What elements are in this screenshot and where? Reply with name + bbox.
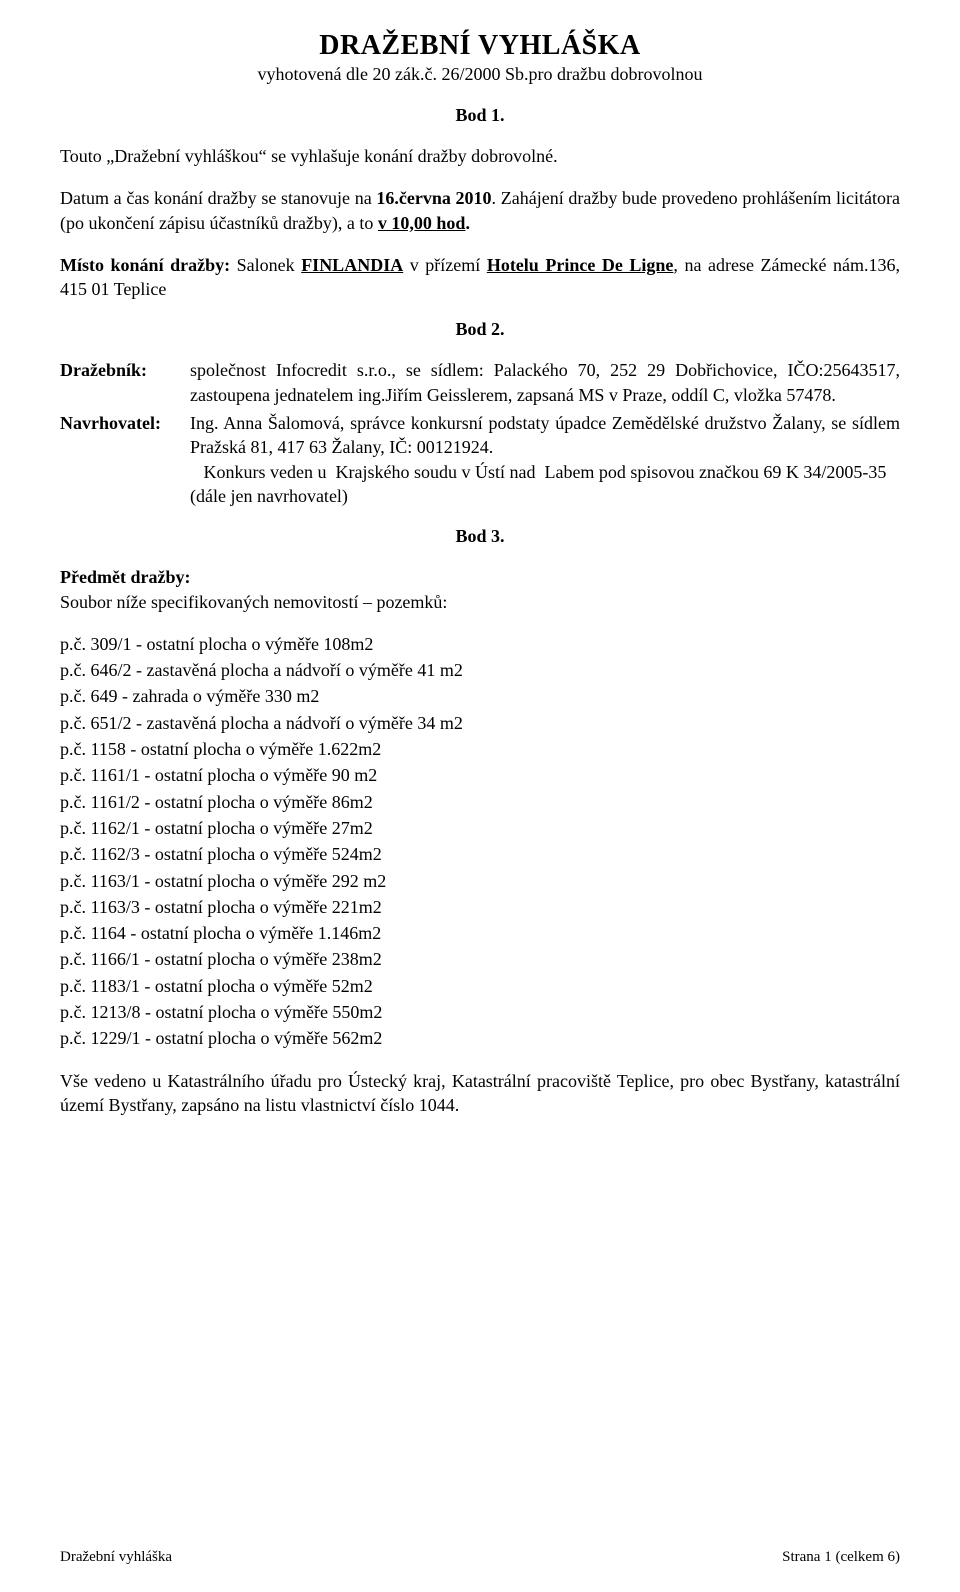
parcel-item: p.č. 309/1 - ostatní plocha o výměře 108… [60,632,900,656]
predmet-heading: Předmět dražby: Soubor níže specifikovan… [60,565,900,614]
parcel-item: p.č. 1164 - ostatní plocha o výměře 1.14… [60,921,900,945]
venue-text1: Salonek [230,255,301,275]
drazebnik-text: společnost Infocredit s.r.o., se sídlem:… [190,358,900,407]
venue-label: Místo konání dražby: [60,255,230,275]
navrhovatel-label: Navrhovatel: [60,411,190,460]
document-subtitle: vyhotovená dle 20 zák.č. 26/2000 Sb.pro … [60,64,900,85]
footer-right: Strana 1 (celkem 6) [782,1549,900,1566]
venue-room: FINLANDIA [301,255,403,275]
venue-hotel: Hotelu Prince De Ligne [487,255,674,275]
section-heading-bod2: Bod 2. [60,319,900,340]
navrhovatel-line1: Ing. Anna Šalomová, správce konkursní po… [190,411,900,460]
auction-date: 16.června 2010 [376,188,491,208]
parcel-item: p.č. 1161/2 - ostatní plocha o výměře 86… [60,790,900,814]
parcel-item: p.č. 646/2 - zastavěná plocha a nádvoří … [60,658,900,682]
section-heading-bod3: Bod 3. [60,526,900,547]
document-page: DRAŽEBNÍ VYHLÁŠKA vyhotovená dle 20 zák.… [0,0,960,1592]
navrhovatel-row: Navrhovatel: Ing. Anna Šalomová, správce… [60,411,900,508]
predmet-label: Předmět dražby: [60,567,190,587]
parcel-item: p.č. 649 - zahrada o výměře 330 m2 [60,684,900,708]
document-title: DRAŽEBNÍ VYHLÁŠKA [60,30,900,62]
parcel-list: p.č. 309/1 - ostatní plocha o výměře 108… [60,632,900,1051]
parcel-item: p.č. 1161/1 - ostatní plocha o výměře 90… [60,763,900,787]
date-paragraph: Datum a čas konání dražby se stanovuje n… [60,186,900,235]
drazebnik-label: Dražebník: [60,358,190,407]
parcel-item: p.č. 1162/1 - ostatní plocha o výměře 27… [60,816,900,840]
predmet-intro: Soubor níže specifikovaných nemovitostí … [60,592,447,612]
auction-time: v 10,00 hod [378,213,466,233]
date-prefix: Datum a čas konání dražby se stanovuje n… [60,188,376,208]
parcel-item: p.č. 1158 - ostatní plocha o výměře 1.62… [60,737,900,761]
intro-paragraph: Touto „Dražební vyhláškou“ se vyhlašuje … [60,144,900,168]
parcel-item: p.č. 1163/1 - ostatní plocha o výměře 29… [60,869,900,893]
venue-text2: v přízemí [403,255,487,275]
page-footer: Dražební vyhláška Strana 1 (celkem 6) [60,1549,900,1566]
navrhovatel-line2: Konkurs veden u Krajského soudu v Ústí n… [190,460,900,484]
parcel-item: p.č. 1162/3 - ostatní plocha o výměře 52… [60,842,900,866]
parcel-item: p.č. 1183/1 - ostatní plocha o výměře 52… [60,974,900,998]
parcel-item: p.č. 1229/1 - ostatní plocha o výměře 56… [60,1026,900,1050]
section-heading-bod1: Bod 1. [60,105,900,126]
navrhovatel-line3: (dále jen navrhovatel) [190,484,900,508]
footer-left: Dražební vyhláška [60,1549,172,1566]
parcel-item: p.č. 1163/3 - ostatní plocha o výměře 22… [60,895,900,919]
parcel-item: p.č. 1166/1 - ostatní plocha o výměře 23… [60,947,900,971]
venue-paragraph: Místo konání dražby: Salonek FINLANDIA v… [60,253,900,302]
parcel-item: p.č. 1213/8 - ostatní plocha o výměře 55… [60,1000,900,1024]
drazebnik-row: Dražebník: společnost Infocredit s.r.o.,… [60,358,900,407]
parcel-item: p.č. 651/2 - zastavěná plocha a nádvoří … [60,711,900,735]
closing-paragraph: Vše vedeno u Katastrálního úřadu pro Úst… [60,1069,900,1118]
